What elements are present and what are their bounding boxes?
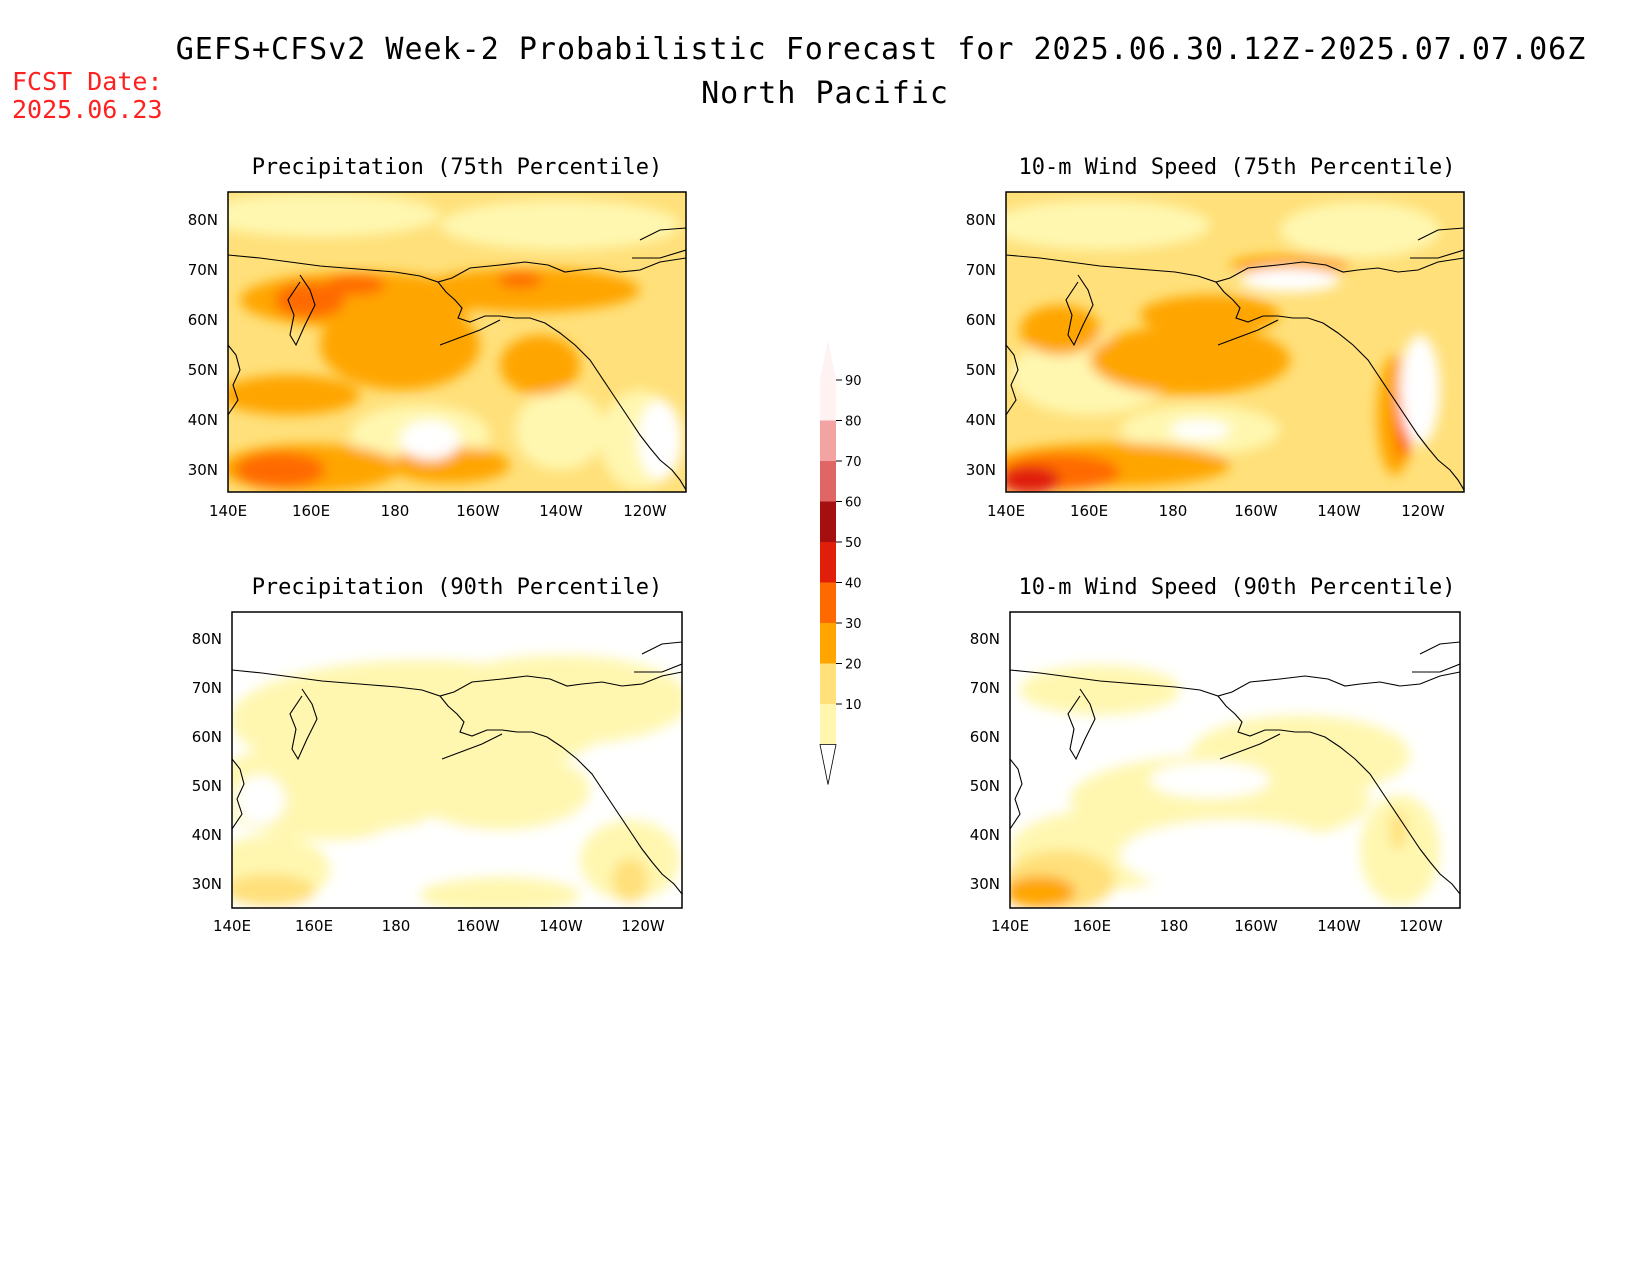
lat-tick-30n: 30N [192,875,222,893]
panel-wind90: 10-m Wind Speed (90th Percentile) [970,575,1461,935]
panel-title-wind75: 10-m Wind Speed (75th Percentile) [1018,155,1455,180]
lat-tick-80n: 80N [192,630,222,648]
lon-tick-120w: 120W [1399,917,1443,935]
precip90-lon-ticks: 140E 160E 180 160W 140W 120W [213,917,665,935]
lon-tick-160e: 160E [1070,502,1108,520]
lon-tick-140e: 140E [991,917,1029,935]
colorbar-tick-label: 10 [845,698,862,713]
panel-wind75: 10-m Wind Speed (75th Percentile) [966,155,1465,520]
colorbar: 90 80 70 60 50 40 30 20 10 [819,340,862,785]
colorbar-bottom-extension [819,744,837,785]
lon-tick-120w: 120W [621,917,665,935]
lat-tick-60n: 60N [966,311,996,329]
lon-tick-160e: 160E [1073,917,1111,935]
panel-title-precip90: Precipitation (90th Percentile) [252,575,663,600]
lon-tick-140e: 140E [987,502,1025,520]
lat-tick-40n: 40N [188,411,218,429]
colorbar-swatch [820,663,836,704]
colorbar-tick-label: 90 [845,374,862,389]
precip75-field [228,192,686,492]
colorbar-tick-label: 40 [845,577,862,592]
precip90-field [232,612,682,908]
lon-tick-160w: 160W [1234,917,1278,935]
panel-precip90: Precipitation (90th Percentile) [192,575,683,935]
panel-title-precip75: Precipitation (75th Percentile) [252,155,663,180]
lon-tick-160e: 160E [295,917,333,935]
lon-tick-140w: 140W [539,917,583,935]
colorbar-top-extension [820,340,836,380]
precip90-lat-ticks: 80N 70N 60N 50N 40N 30N [192,630,222,893]
colorbar-swatch [820,542,836,583]
colorbar-swatch [820,461,836,502]
wind90-coastline [1010,641,1460,895]
precip75-coastline [228,227,686,491]
lat-tick-80n: 80N [966,211,996,229]
wind75-lat-ticks: 80N 70N 60N 50N 40N 30N [966,211,996,479]
lon-tick-180: 180 [1160,917,1189,935]
lon-tick-140e: 140E [213,917,251,935]
colorbar-tick-label: 30 [845,617,862,632]
lon-tick-180: 180 [381,502,410,520]
lon-tick-140w: 140W [1317,502,1361,520]
lat-tick-40n: 40N [192,826,222,844]
region-subtitle: North Pacific [701,76,949,111]
lat-tick-60n: 60N [970,728,1000,746]
fcst-date-value: 2025.06.23 [12,95,163,124]
panel-precip75: Precipitation (75th Percentile) [188,155,687,520]
panel-title-wind90: 10-m Wind Speed (90th Percentile) [1018,575,1455,600]
wind90-lat-ticks: 80N 70N 60N 50N 40N 30N [970,630,1000,893]
lon-tick-160e: 160E [292,502,330,520]
lon-tick-180: 180 [1159,502,1188,520]
lat-tick-40n: 40N [966,411,996,429]
lon-tick-140w: 140W [1317,917,1361,935]
lat-tick-70n: 70N [970,679,1000,697]
fcst-date-label: FCST Date: [12,67,163,96]
colorbar-swatch [820,582,836,623]
colorbar-tick-label: 60 [845,496,862,511]
lat-tick-40n: 40N [970,826,1000,844]
lat-tick-70n: 70N [966,261,996,279]
lon-tick-120w: 120W [623,502,667,520]
lon-tick-140e: 140E [209,502,247,520]
lat-tick-70n: 70N [188,261,218,279]
wind75-field [1006,192,1464,492]
precip90-coastline [232,641,682,895]
lat-tick-30n: 30N [970,875,1000,893]
colorbar-swatch [820,623,836,664]
lat-tick-70n: 70N [192,679,222,697]
lon-tick-180: 180 [382,917,411,935]
lon-tick-160w: 160W [456,502,500,520]
lat-tick-50n: 50N [970,777,1000,795]
lat-tick-30n: 30N [966,461,996,479]
precip75-lon-ticks: 140E 160E 180 160W 140W 120W [209,502,667,520]
colorbar-tick-label: 20 [845,658,862,673]
lat-tick-60n: 60N [192,728,222,746]
colorbar-tick-label: 70 [845,455,862,470]
lat-tick-50n: 50N [192,777,222,795]
lon-tick-120w: 120W [1401,502,1445,520]
colorbar-tick-label: 50 [845,536,862,551]
wind90-field [1010,612,1460,908]
precip75-lat-ticks: 80N 70N 60N 50N 40N 30N [188,211,218,479]
lat-tick-60n: 60N [188,311,218,329]
wind75-coastline [1006,227,1464,491]
lat-tick-30n: 30N [188,461,218,479]
lon-tick-160w: 160W [456,917,500,935]
lat-tick-50n: 50N [188,361,218,379]
lon-tick-160w: 160W [1234,502,1278,520]
lat-tick-80n: 80N [188,211,218,229]
colorbar-swatch [820,501,836,542]
colorbar-swatch [820,704,836,745]
wind90-lon-ticks: 140E 160E 180 160W 140W 120W [991,917,1443,935]
lon-tick-140w: 140W [539,502,583,520]
colorbar-swatch [820,420,836,461]
main-title: GEFS+CFSv2 Week-2 Probabilistic Forecast… [175,32,1587,67]
colorbar-tick-label: 80 [845,415,862,430]
wind75-lon-ticks: 140E 160E 180 160W 140W 120W [987,502,1445,520]
lat-tick-50n: 50N [966,361,996,379]
colorbar-swatch [820,380,836,421]
lat-tick-80n: 80N [970,630,1000,648]
